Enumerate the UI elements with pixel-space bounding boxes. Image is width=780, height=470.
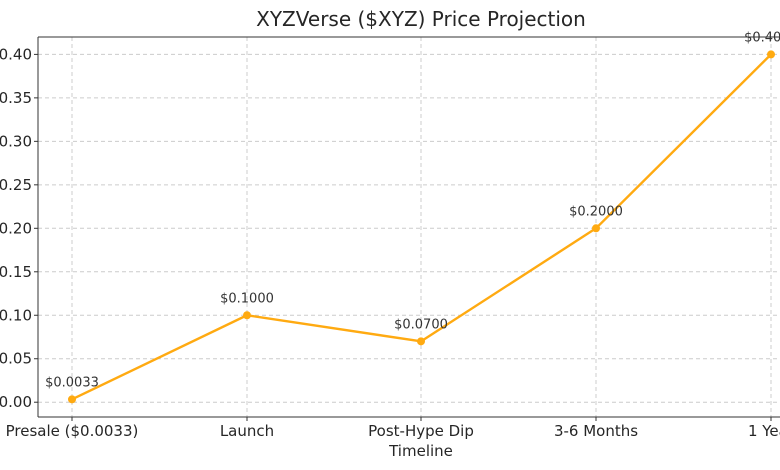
data-point — [243, 311, 251, 320]
x-axis-label: Timeline — [388, 442, 453, 460]
data-label: $0.2000 — [569, 204, 623, 219]
y-tick-label: 0.30 — [0, 132, 32, 150]
y-tick-label: 0.20 — [0, 219, 32, 237]
grid-lines — [38, 37, 780, 417]
y-tick-label: 0.15 — [0, 263, 32, 281]
x-tick-label: 1 Year — [748, 422, 780, 440]
y-tick-label: 0.35 — [0, 89, 32, 107]
x-tick-label: Post-Hype Dip — [368, 422, 474, 440]
data-labels: $0.0033 $0.1000 $0.0700 $0.2000 $0.4000 — [45, 30, 780, 390]
data-point — [592, 224, 600, 233]
data-point — [68, 395, 76, 404]
y-tick-label: 0.00 — [0, 393, 32, 411]
x-tick-label: 3-6 Months — [554, 422, 638, 440]
y-tick-label: 0.40 — [0, 45, 32, 63]
data-point — [767, 50, 775, 59]
x-tick-label: Presale ($0.0033) — [6, 422, 139, 440]
y-axis-ticks: 0.00 0.05 0.10 0.15 0.20 0.25 0.30 0.35 0.40 — [0, 45, 38, 411]
x-tick-label: Launch — [220, 422, 274, 440]
x-axis-ticks: Presale ($0.0033) Launch Post-Hype Dip 3-6 … — [6, 417, 780, 440]
y-tick-label: 0.10 — [0, 306, 32, 324]
series-layer — [68, 50, 775, 404]
data-label: $0.0033 — [45, 375, 99, 390]
y-tick-label: 0.25 — [0, 176, 32, 194]
y-tick-label: 0.05 — [0, 350, 32, 368]
data-label: $0.4000 — [744, 30, 780, 45]
data-point — [417, 337, 425, 346]
axes-frame — [37, 36, 780, 418]
data-label: $0.1000 — [220, 291, 274, 306]
chart-title: XYZVerse ($XYZ) Price Projection — [256, 7, 586, 31]
data-label: $0.0700 — [394, 317, 448, 332]
